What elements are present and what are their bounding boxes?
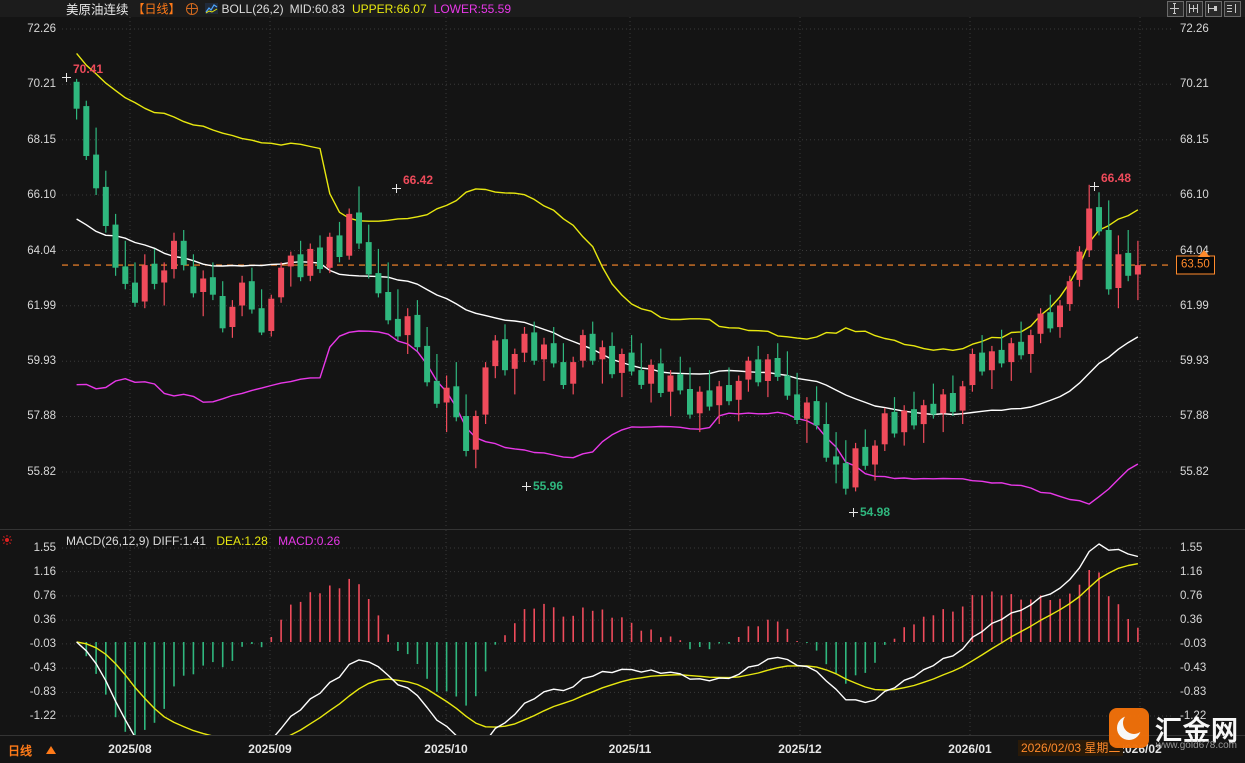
macd-axis-label-right: 0.36: [1180, 614, 1203, 627]
macd-axis-label-right: -1.22: [1180, 710, 1207, 722]
price-axis-label-right: 61.99: [1180, 299, 1209, 312]
chart-icon[interactable]: [204, 3, 218, 14]
price-axis-label-left: 66.10: [27, 188, 56, 201]
chart-header: 美原油连续 【日线】 BOLL(26,2) MID:60.83 UPPER:66…: [0, 0, 1245, 17]
price-axis-label-right: 72.26: [1180, 23, 1209, 35]
price-axis-label-right: 70.21: [1180, 78, 1209, 91]
price-axis-label-left: 70.21: [27, 78, 56, 91]
boll-mid-label: MID:60.83: [289, 1, 345, 16]
macd-title: MACD(26,12,9) DIFF:1.41: [66, 534, 207, 548]
x-axis-label: 2025/08: [108, 742, 152, 756]
x-axis-label: 2025/09: [248, 742, 292, 756]
price-axis-label-left: 61.99: [27, 299, 56, 312]
macd-axis-label-left: 1.16: [33, 565, 56, 578]
macd-axis-label-left: 0.76: [33, 589, 56, 602]
price-axis-label-right: 68.15: [1180, 133, 1209, 146]
site-logo: 汇金网 www.gold678.com: [1109, 708, 1239, 751]
macd-axis-label-left: -0.83: [29, 686, 56, 699]
price-extreme-annotation: 66.42: [402, 173, 434, 187]
price-axis-label-left: 68.15: [27, 133, 56, 146]
price-axis-label-left: 57.88: [27, 410, 56, 423]
last-price-badge[interactable]: 63.50: [1176, 255, 1215, 275]
logo-url: www.gold678.com: [1155, 740, 1237, 751]
toolbar: [1167, 1, 1241, 17]
x-axis: 日线 2025/08 2025/09 2025/10 2025/11 2025/12 20…: [0, 735, 1245, 763]
macd-axis-label-right: 1.55: [1180, 542, 1203, 554]
extreme-marker-icon: [392, 184, 401, 193]
x-axis-label: 2025/11: [608, 742, 652, 756]
price-axis-label-left: 55.82: [27, 466, 56, 478]
macd-value-label: MACD:0.26: [278, 534, 341, 548]
last-price-arrow-icon: [1198, 250, 1210, 258]
shift-right-icon[interactable]: [1224, 1, 1241, 17]
price-panel: 72.26 70.21 68.15 66.10 64.04 61.99 59.93 57.88…: [0, 17, 1245, 529]
x-axis-label: 2025/12: [778, 742, 822, 756]
extreme-marker-icon: [522, 482, 531, 491]
price-axis-label-right: 66.10: [1180, 188, 1209, 201]
macd-axis-label-left: 0.36: [33, 614, 56, 627]
move-tool-icon[interactable]: [1167, 1, 1184, 17]
price-extreme-annotation: 55.96: [532, 479, 564, 493]
x-axis-label: 2025/10: [424, 742, 468, 756]
boll-upper-label: UPPER:66.07: [351, 1, 427, 16]
macd-axis-label-right: -0.43: [1180, 662, 1207, 675]
candlestick-svg: [62, 17, 1172, 529]
period-label[interactable]: 【日线】: [132, 2, 181, 16]
extreme-marker-icon: [849, 508, 858, 517]
measure-horizontal-icon[interactable]: [1205, 1, 1222, 17]
logo-mark-icon: [1109, 708, 1149, 748]
price-axis-label-left: 72.26: [27, 23, 56, 35]
macd-axis-label-right: 1.16: [1180, 565, 1203, 578]
selected-date-label[interactable]: 2026/02/03 星期二: [1018, 740, 1124, 756]
macd-axis-label-right: -0.03: [1180, 637, 1207, 650]
price-extreme-annotation: 54.98: [859, 505, 891, 519]
macd-svg: [62, 530, 1172, 736]
macd-axis-label-left: -0.43: [29, 662, 56, 675]
price-axis-label-right: 55.82: [1180, 466, 1209, 478]
macd-panel: MACD(26,12,9) DIFF:1.41 DEA:1.28 MACD:0.…: [0, 529, 1245, 736]
price-extreme-annotation: 66.48: [1100, 171, 1132, 185]
macd-axis-label-left: -0.03: [29, 637, 56, 650]
settings-sun-icon[interactable]: [2, 532, 12, 545]
measure-vertical-icon[interactable]: [1186, 1, 1203, 17]
macd-axis-label-left: -1.22: [29, 710, 56, 722]
x-axis-label: 2026/01: [948, 742, 992, 756]
macd-axis-label-left: 1.55: [33, 542, 56, 554]
extreme-marker-icon: [1090, 182, 1099, 191]
price-extreme-annotation: 70.41: [72, 62, 104, 76]
price-plot-area[interactable]: [62, 17, 1172, 529]
price-axis-label-right: 59.93: [1180, 355, 1209, 368]
logo-text: 汇金网: [1155, 715, 1239, 746]
symbol-label: 美原油连续: [66, 3, 129, 17]
macd-plot-area[interactable]: [62, 530, 1172, 736]
price-axis-label-left: 64.04: [27, 244, 56, 257]
boll-label: BOLL(26,2): [221, 1, 284, 16]
period-toggle[interactable]: 日线: [8, 744, 33, 758]
period-triangle-icon[interactable]: [46, 746, 56, 754]
macd-header: MACD(26,12,9) DIFF:1.41 DEA:1.28 MACD:0.…: [66, 534, 340, 548]
crosshair-icon[interactable]: [185, 2, 198, 15]
macd-dea-label: DEA:1.28: [216, 534, 268, 548]
macd-axis-label-right: -0.83: [1180, 686, 1207, 699]
price-axis-label-left: 59.93: [27, 355, 56, 368]
macd-axis-label-right: 0.76: [1180, 589, 1203, 602]
extreme-marker-icon: [62, 73, 71, 82]
boll-lower-label: LOWER:55.59: [433, 1, 512, 16]
price-axis-label-right: 57.88: [1180, 410, 1209, 423]
